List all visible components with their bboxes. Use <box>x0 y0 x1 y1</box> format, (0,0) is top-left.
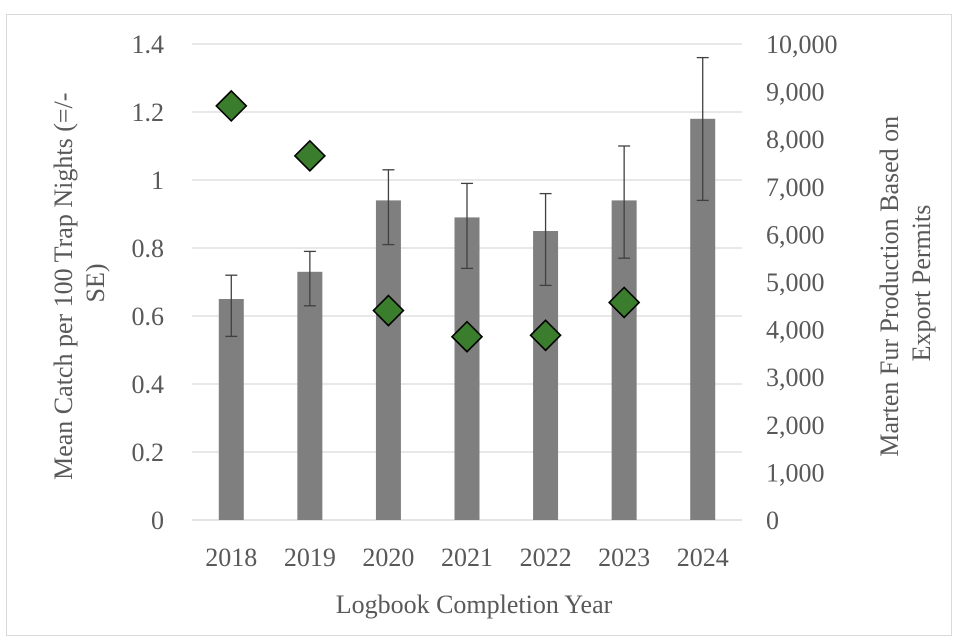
y-axis-right-title: Marten Fur Production Based on Export Pe… <box>875 109 936 456</box>
diamond-marker <box>529 319 562 352</box>
y-axis-right-title-line-2: Export Permits <box>907 205 936 362</box>
y-axis-left-title-line-2: SE) <box>81 264 110 303</box>
y-right-tick-label: 7,000 <box>766 173 825 202</box>
diamond-marker <box>608 286 641 319</box>
error-bars <box>225 56 709 338</box>
y-axis-left-title-line-1: Mean Catch per 100 Trap Nights (=/- <box>49 93 78 480</box>
y-left-tick-label: 0 <box>151 506 164 535</box>
y-left-tick-label: 0.4 <box>132 370 165 399</box>
bar <box>297 271 323 520</box>
y-right-tick-label: 10,000 <box>766 30 838 59</box>
y-left-tick-label: 0.8 <box>132 234 165 263</box>
x-tick-label: 2023 <box>598 543 650 572</box>
y-right-tick-label: 4,000 <box>766 316 825 345</box>
y-right-tick-label: 2,000 <box>766 411 825 440</box>
diamond-marker <box>215 89 248 123</box>
y-axis-right-ticks: 0 1,000 2,000 3,000 4,000 5,000 6,000 7,000 8,00… <box>766 30 838 535</box>
x-tick-label: 2018 <box>205 543 257 572</box>
x-tick-label: 2019 <box>284 543 336 572</box>
y-left-tick-label: 0.2 <box>132 438 165 467</box>
y-axis-left-title: Mean Catch per 100 Trap Nights (=/- SE) <box>49 86 110 480</box>
y-left-tick-label: 1.4 <box>132 30 165 59</box>
y-left-tick-label: 1 <box>151 166 164 195</box>
y-axis-right-title-line-1: Marten Fur Production Based on <box>875 116 904 457</box>
bar <box>375 200 401 520</box>
y-left-tick-label: 0.6 <box>132 302 165 331</box>
y-right-tick-label: 8,000 <box>766 125 825 154</box>
y-right-tick-label: 9,000 <box>766 78 825 107</box>
y-left-tick-label: 1.2 <box>132 98 165 127</box>
marker-series <box>215 89 641 353</box>
diamond-marker <box>450 320 484 353</box>
diamond-marker <box>293 139 326 172</box>
x-tick-label: 2024 <box>677 543 729 572</box>
y-axis-left-ticks: 0 0.2 0.4 0.6 0.8 1 1.2 1.4 <box>132 30 165 535</box>
y-right-tick-label: 6,000 <box>766 220 825 249</box>
x-tick-label: 2020 <box>362 543 414 572</box>
x-tick-label: 2022 <box>520 543 572 572</box>
y-right-tick-label: 5,000 <box>766 268 825 297</box>
y-right-tick-label: 1,000 <box>766 458 825 487</box>
y-right-tick-label: 0 <box>766 506 779 535</box>
bar-series <box>218 118 716 521</box>
x-axis-ticks: 2018 2019 2020 2021 2022 2023 2024 <box>205 543 728 572</box>
diamond-marker <box>372 294 405 327</box>
x-tick-label: 2021 <box>441 543 493 572</box>
y-right-tick-label: 3,000 <box>766 363 825 392</box>
x-axis-title: Logbook Completion Year <box>336 590 613 619</box>
